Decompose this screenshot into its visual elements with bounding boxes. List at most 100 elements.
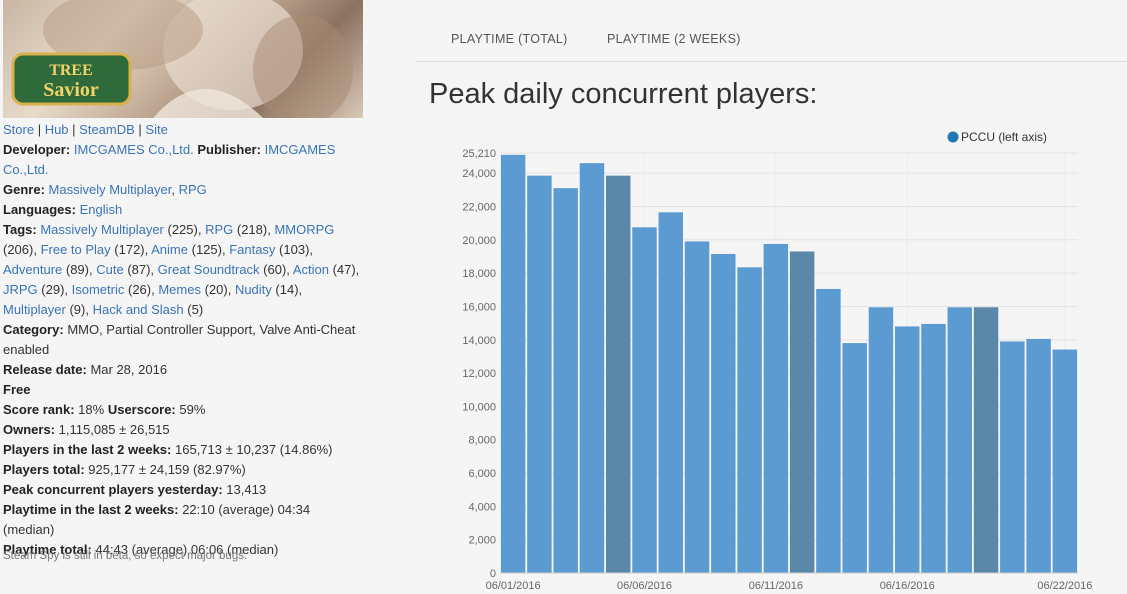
playtime-total-value: 44:43 (average) 06:06 (median): [95, 542, 279, 557]
x-tick-label: 06/06/2016: [617, 580, 672, 592]
bar-06/22: [1052, 349, 1078, 573]
tag-link[interactable]: Great Soundtrack: [157, 262, 260, 277]
bar-06/21: [1026, 338, 1051, 573]
y-tick-label: 18,000: [462, 268, 496, 280]
release-row: Release date: Mar 28, 2016: [3, 360, 363, 380]
release-value: Mar 28, 2016: [90, 362, 168, 377]
category-row: Category: MMO, Partial Controller Suppor…: [3, 320, 363, 360]
tab-playtime-total[interactable]: PLAYTIME (TOTAL): [451, 32, 568, 46]
score-rank-label: Score rank:: [3, 402, 75, 417]
x-tick-label: 06/16/2016: [880, 580, 935, 592]
bar-06/12: [789, 251, 815, 573]
languages-row: Languages: English: [3, 200, 363, 220]
y-tick-label: 22,000: [462, 201, 496, 213]
tag-count: (5): [183, 302, 204, 317]
tag-count: (26),: [124, 282, 159, 297]
userscore-value: 59%: [179, 402, 206, 417]
tags-label: Tags:: [3, 222, 37, 237]
peak-yesterday-value: 13,413: [226, 482, 267, 497]
chart-tabs: PLAYTIME (TOTAL) PLAYTIME (2 WEEKS): [415, 20, 1127, 62]
tag-link[interactable]: Adventure: [3, 262, 63, 277]
tag-link[interactable]: Action: [292, 262, 329, 277]
peak-yesterday-row: Peak concurrent players yesterday: 13,41…: [3, 480, 363, 500]
tag-link[interactable]: Memes: [158, 282, 201, 297]
bar-06/11: [763, 243, 789, 573]
tag-link[interactable]: MMORPG: [274, 222, 335, 237]
bar-06/06: [632, 227, 657, 574]
bar-06/15: [868, 307, 894, 573]
tag-count: (20),: [200, 282, 235, 297]
playtime-total-row: Playtime total: 44:43 (average) 06:06 (m…: [3, 540, 363, 560]
tag-count: (125),: [188, 242, 230, 257]
developer-link[interactable]: IMCGAMES Co.,Ltd.: [73, 142, 194, 157]
y-tick-label: 4,000: [468, 501, 496, 513]
y-tick-label: 14,000: [462, 335, 496, 347]
genre-link-rpg[interactable]: RPG: [178, 182, 207, 197]
languages-label: Languages:: [3, 202, 76, 217]
developer-label: Developer:: [3, 142, 71, 157]
tag-count: (206),: [3, 242, 41, 257]
players-total-row: Players total: 925,177 ± 24,159 (82.97%): [3, 460, 363, 480]
genre-row: Genre: Massively Multiplayer, RPG: [3, 182, 207, 197]
tag-count: (9),: [65, 302, 93, 317]
language-link-english[interactable]: English: [79, 202, 123, 217]
y-tick-label: 2,000: [468, 535, 496, 547]
tag-count: (87),: [123, 262, 158, 277]
tag-count: (103),: [275, 242, 314, 257]
bar-06/20: [1000, 341, 1025, 573]
tag-link[interactable]: Free to Play: [40, 242, 111, 257]
tags-row: Tags: Massively Multiplayer (225), RPG (…: [3, 220, 363, 320]
bar-06/17: [921, 323, 946, 573]
tag-link[interactable]: RPG: [205, 222, 234, 237]
tag-link[interactable]: Fantasy: [229, 242, 276, 257]
tag-link[interactable]: JRPG: [3, 282, 38, 297]
left-panel: TREE Savior Store | Hub | SteamDB | Site…: [0, 0, 365, 594]
tag-link[interactable]: Cute: [96, 262, 124, 277]
bar-06/05: [605, 175, 631, 573]
y-tick-label: 8,000: [468, 435, 496, 447]
y-max-label: 25,210: [462, 148, 496, 160]
site-link[interactable]: Site: [145, 122, 168, 137]
score-rank-value: 18%: [78, 402, 105, 417]
tag-link[interactable]: Multiplayer: [3, 302, 66, 317]
tag-count: (172),: [110, 242, 152, 257]
tag-link[interactable]: Hack and Slash: [92, 302, 184, 317]
bar-06/01: [500, 154, 526, 573]
tab-playtime-2-weeks[interactable]: PLAYTIME (2 WEEKS): [607, 32, 741, 46]
tag-link[interactable]: Nudity: [234, 282, 272, 297]
price-row: Free: [3, 380, 363, 400]
store-link[interactable]: Store: [3, 122, 35, 137]
links-row: Store | Hub | SteamDB | Site: [3, 122, 168, 137]
bar-06/14: [842, 343, 867, 573]
tag-link[interactable]: Isometric: [71, 282, 125, 297]
tags-list: Massively Multiplayer (225), RPG (218), …: [3, 222, 359, 317]
legend-dot: [947, 131, 959, 143]
y-tick-label: 6,000: [468, 468, 496, 480]
hub-link[interactable]: Hub: [44, 122, 69, 137]
players-2w-value: 165,713 ± 10,237 (14.86%): [175, 442, 333, 457]
tag-link[interactable]: Anime: [151, 242, 188, 257]
genre-link-massively-multiplayer[interactable]: Massively Multiplayer: [48, 182, 172, 197]
genre-label: Genre:: [3, 182, 45, 197]
tag-count: (14),: [271, 282, 303, 297]
players-total-label: Players total:: [3, 462, 85, 477]
game-banner-image: TREE Savior: [3, 0, 363, 118]
beta-note: Steam Spy is still in beta, so expect ma…: [3, 550, 248, 562]
bar-06/08: [684, 241, 710, 573]
tag-count: (60),: [259, 262, 293, 277]
tag-count: (218),: [233, 222, 275, 237]
bar-06/02: [527, 175, 552, 573]
logo-text-top: TREE: [49, 62, 93, 79]
bar-06/07: [658, 212, 684, 573]
playtime-total-label: Playtime total:: [3, 542, 92, 557]
x-tick-label: 06/01/2016: [486, 580, 541, 592]
owners-row: Owners: 1,115,085 ± 26,515: [3, 420, 363, 440]
publisher-label: Publisher:: [197, 142, 261, 157]
steamdb-link[interactable]: SteamDB: [79, 122, 135, 137]
pccu-bar-chart: 0 2,000 4,000 6,000 8,000 10,000 12,000 14,000 1…: [462, 130, 1092, 592]
tag-link[interactable]: Massively Multiplayer: [40, 222, 164, 237]
publisher-link[interactable]: IMCGAMES Co.,Ltd.: [3, 142, 336, 177]
players-2w-row: Players in the last 2 weeks: 165,713 ± 1…: [3, 440, 363, 460]
bar-06/16: [894, 326, 920, 573]
bar-06/09: [711, 253, 736, 573]
